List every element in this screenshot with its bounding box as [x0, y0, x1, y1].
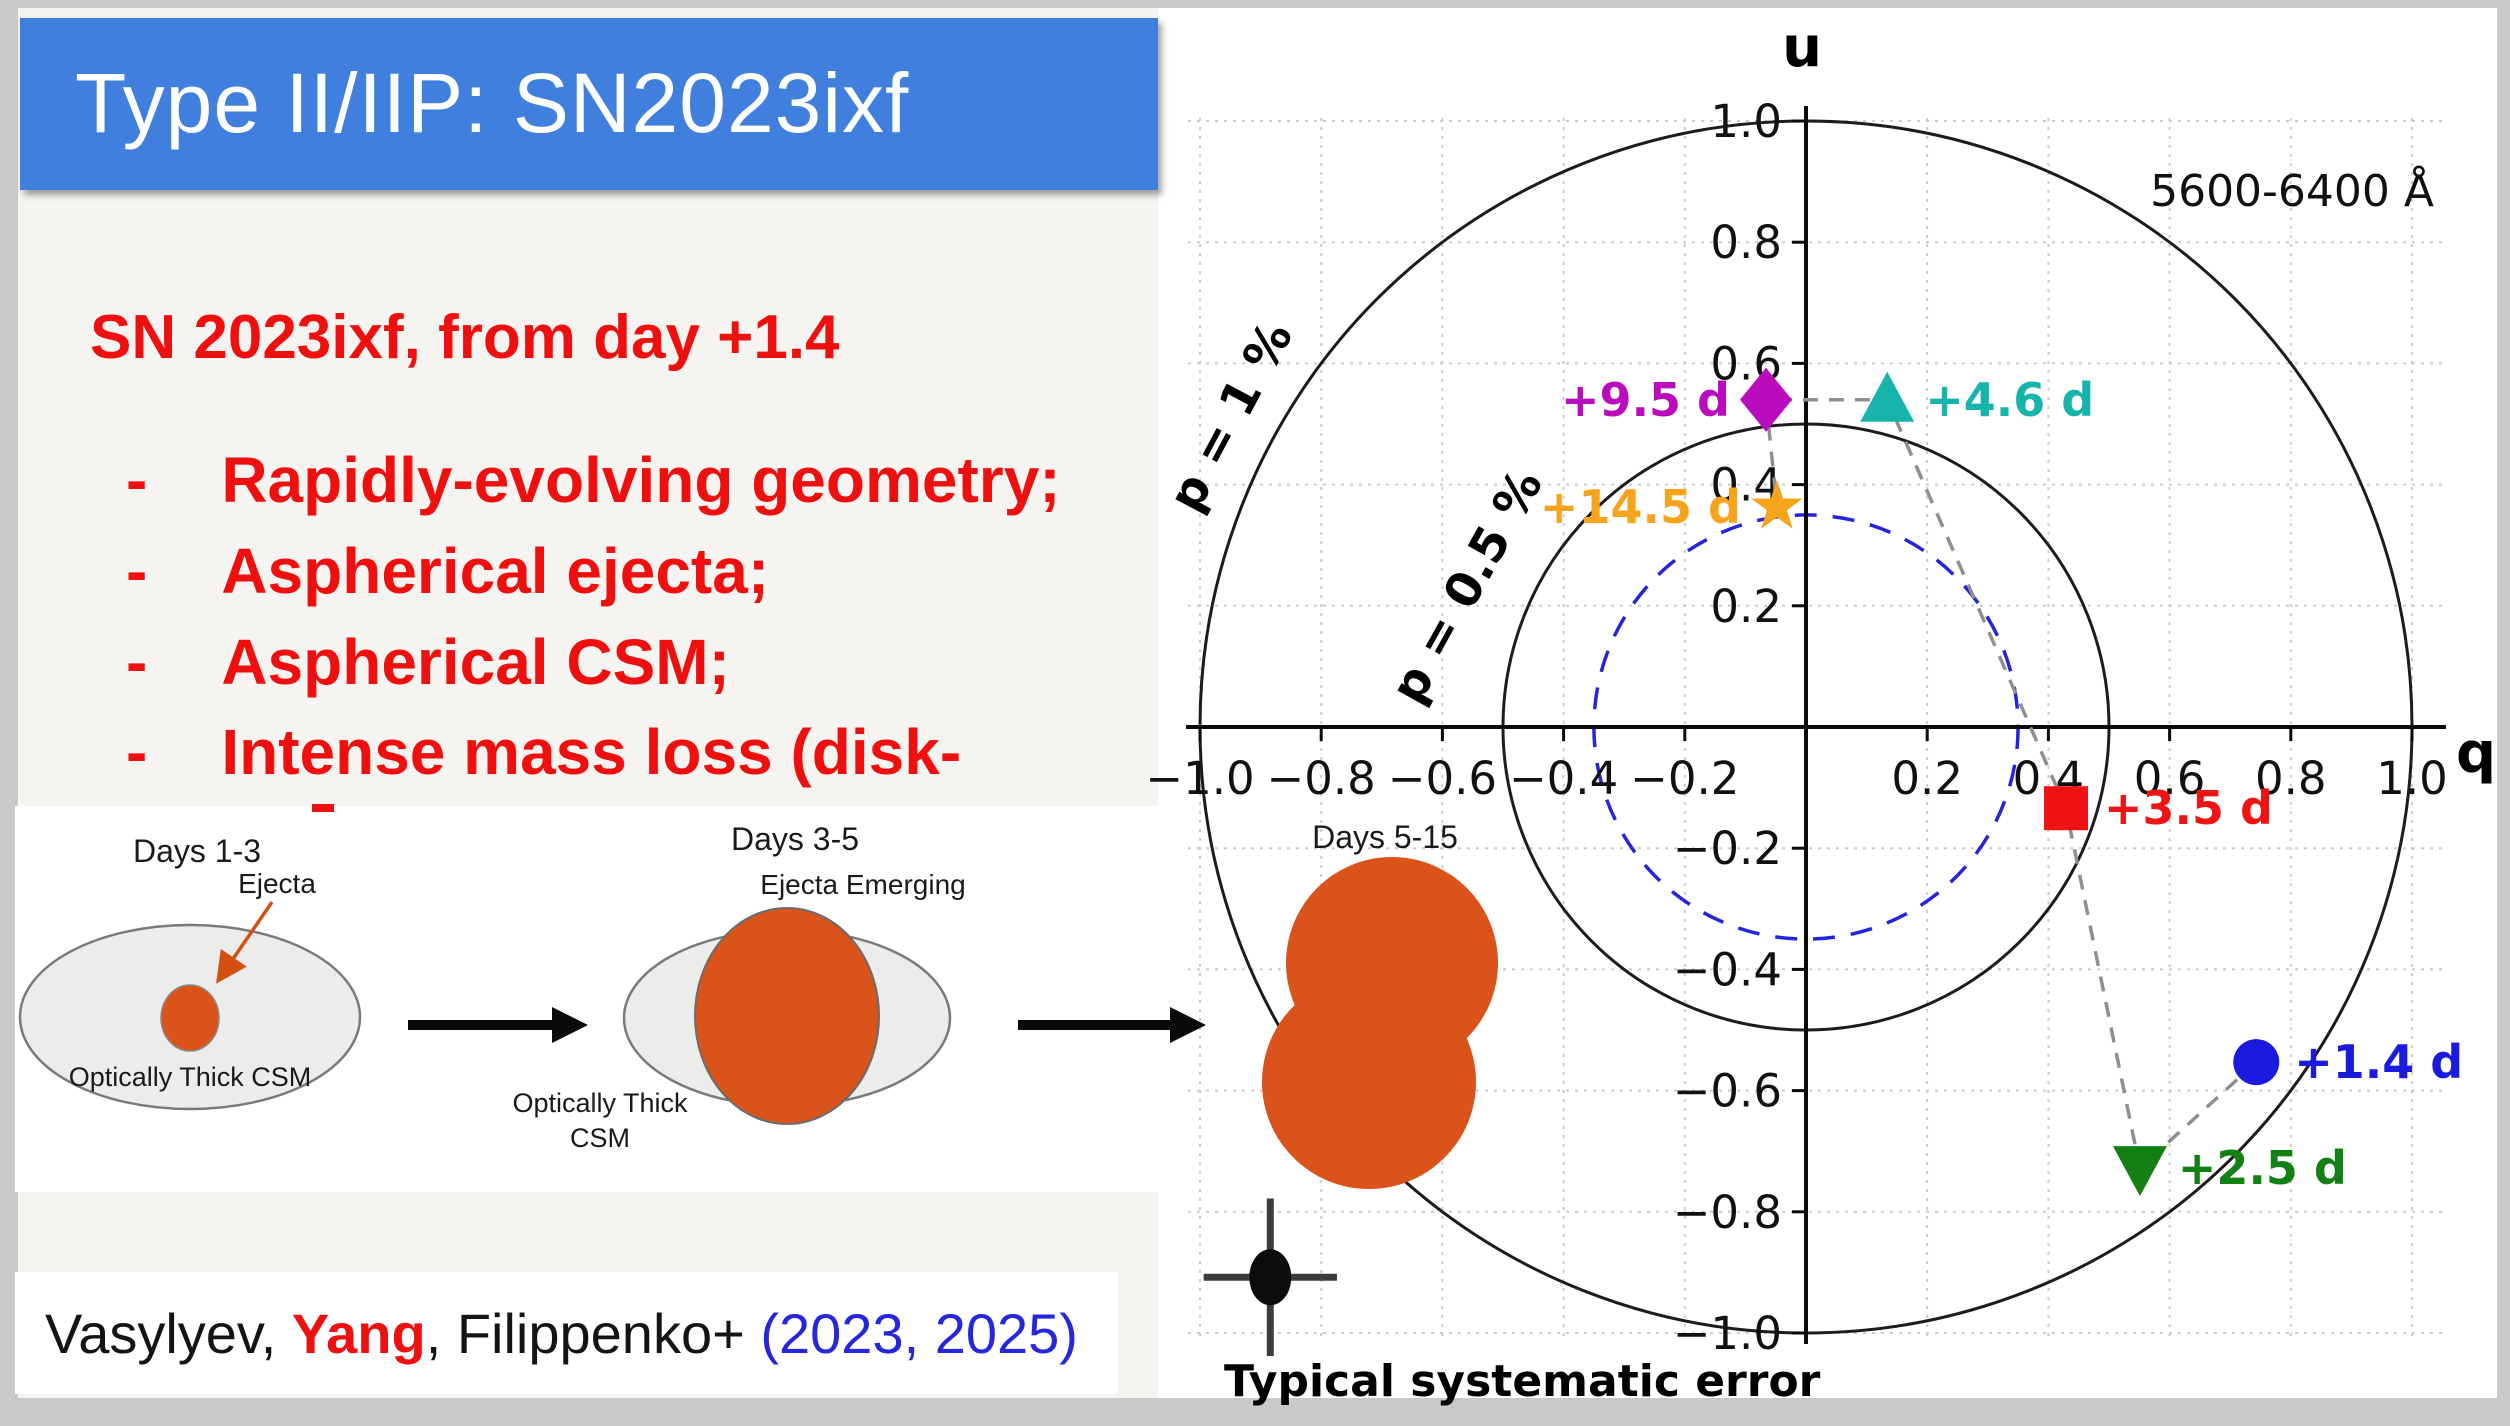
title-banner: Type II/IIP: SN2023ixf: [20, 18, 1158, 190]
bullet-text: Aspherical ejecta;: [221, 535, 770, 607]
plot-background: [1158, 8, 2497, 1398]
citation-years: (2023, 2025): [760, 1301, 1078, 1365]
citation: Vasylyev, Yang , Filippenko+ (2023, 2025…: [15, 1272, 1118, 1394]
citation-authors-1: Vasylyev,: [45, 1301, 292, 1365]
bullet-text: Intense mass loss (disk-: [221, 716, 962, 788]
bullet-text: Rapidly-evolving geometry;: [221, 444, 1061, 516]
citation-authors-2: , Filippenko+: [425, 1301, 761, 1365]
bullet-dash: -: [126, 444, 148, 516]
bullet-item-1: - Rapidly-evolving geometry;: [126, 440, 1061, 520]
slide-heading: SN 2023ixf, from day +1.4: [90, 303, 840, 372]
bullet-text: Aspherical CSM;: [221, 626, 730, 698]
left-column: [18, 8, 1158, 1398]
bullet-item-3: - Aspherical CSM;: [126, 622, 730, 702]
citation-highlight-author: Yang: [291, 1301, 426, 1365]
slide-title: Type II/IIP: SN2023ixf: [75, 56, 910, 150]
bullet-item-2: - Aspherical ejecta;: [126, 531, 769, 611]
bullet-dash: -: [126, 626, 148, 698]
bullet-dash: -: [126, 716, 148, 788]
bullet-item-4: - Intense mass loss (disk-: [126, 712, 961, 792]
bullet-dash: -: [126, 535, 148, 607]
